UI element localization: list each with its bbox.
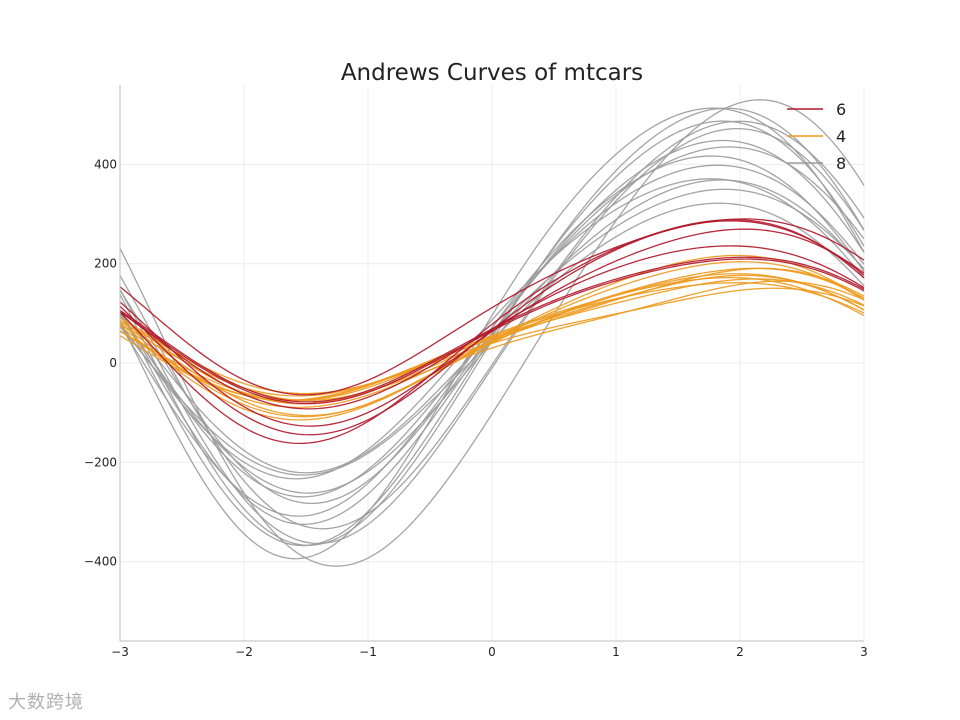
legend-label-4: 4 <box>836 127 846 146</box>
curve-group-8-23 <box>119 178 865 480</box>
x-tick-label: 1 <box>612 645 620 659</box>
chart-title: Andrews Curves of mtcars <box>341 60 643 86</box>
grid-layer <box>120 85 865 641</box>
curve-group-6-5 <box>119 219 865 445</box>
curve-group-8-27 <box>119 120 865 530</box>
x-tick-label: −3 <box>111 645 129 659</box>
x-tick-label: 0 <box>488 645 496 659</box>
y-tick-label: 200 <box>94 257 117 271</box>
curve-group-4-15 <box>119 273 865 409</box>
curve-group-8-30 <box>119 127 865 545</box>
x-tick-label: 3 <box>860 645 868 659</box>
legend-label-6: 6 <box>836 100 846 119</box>
y-tick-label: −400 <box>84 555 117 569</box>
curve-group-6-2 <box>119 218 865 396</box>
curve-group-4-11 <box>119 267 865 417</box>
curve-group-4-16 <box>119 282 865 401</box>
watermark-text: 大数跨境 <box>8 692 84 713</box>
curve-group-6-4 <box>119 245 865 410</box>
y-tick-label: −200 <box>84 455 117 469</box>
curve-group-4-13 <box>119 254 865 421</box>
curve-group-4-8 <box>119 274 865 402</box>
legend-label-8: 8 <box>836 154 846 173</box>
y-tick-label: 0 <box>109 356 117 370</box>
curves-layer <box>119 99 865 567</box>
curve-group-8-22 <box>119 188 865 474</box>
x-tick-label: 2 <box>736 645 744 659</box>
curve-group-8-25 <box>119 107 865 560</box>
curve-group-8-31 <box>119 99 865 567</box>
y-tick-label: 400 <box>94 157 117 171</box>
curve-group-6-6 <box>119 220 865 436</box>
x-tick-label: −2 <box>235 645 253 659</box>
tick-layer: −3 −2 −1 0 1 2 3 −400 −200 0 200 400 <box>84 157 868 659</box>
legend: 6 4 8 <box>787 100 846 173</box>
curve-group-6-3 <box>119 228 865 427</box>
x-tick-label: −1 <box>359 645 377 659</box>
